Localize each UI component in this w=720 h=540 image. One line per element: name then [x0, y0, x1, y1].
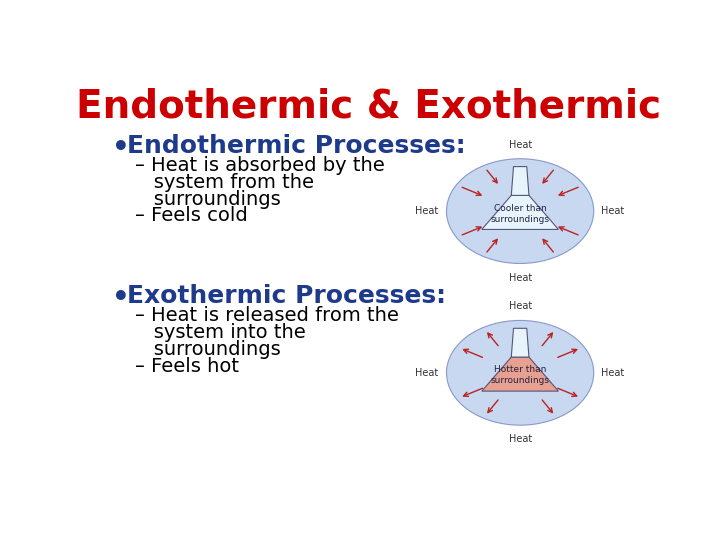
- Text: Endothermic Processes:: Endothermic Processes:: [127, 134, 466, 158]
- Text: Heat: Heat: [508, 301, 532, 311]
- Text: Heat: Heat: [415, 368, 438, 378]
- Text: – Feels hot: – Feels hot: [135, 356, 239, 376]
- Text: surroundings: surroundings: [135, 340, 281, 359]
- Text: Hotter than
surroundings: Hotter than surroundings: [490, 366, 549, 386]
- Text: system into the: system into the: [135, 323, 306, 342]
- Text: Heat: Heat: [508, 139, 532, 150]
- Text: Heat: Heat: [415, 206, 438, 216]
- Text: surroundings: surroundings: [135, 190, 281, 208]
- Text: •: •: [112, 284, 130, 312]
- Text: – Heat is absorbed by the: – Heat is absorbed by the: [135, 156, 384, 174]
- Text: Heat: Heat: [508, 434, 532, 444]
- Text: system from the: system from the: [135, 173, 314, 192]
- Polygon shape: [511, 328, 529, 357]
- Polygon shape: [511, 167, 529, 195]
- Text: Heat: Heat: [601, 206, 625, 216]
- Text: Endothermic & Exothermic: Endothermic & Exothermic: [76, 88, 662, 126]
- Polygon shape: [482, 357, 559, 391]
- Text: Cooler than
surroundings: Cooler than surroundings: [490, 204, 549, 224]
- Text: •: •: [112, 134, 130, 162]
- Polygon shape: [482, 195, 559, 230]
- Text: Heat: Heat: [508, 273, 532, 283]
- Text: – Heat is released from the: – Heat is released from the: [135, 306, 399, 325]
- Ellipse shape: [446, 320, 594, 425]
- Text: – Feels cold: – Feels cold: [135, 206, 248, 226]
- Text: Exothermic Processes:: Exothermic Processes:: [127, 284, 446, 308]
- Ellipse shape: [446, 159, 594, 264]
- Text: Heat: Heat: [601, 368, 625, 378]
